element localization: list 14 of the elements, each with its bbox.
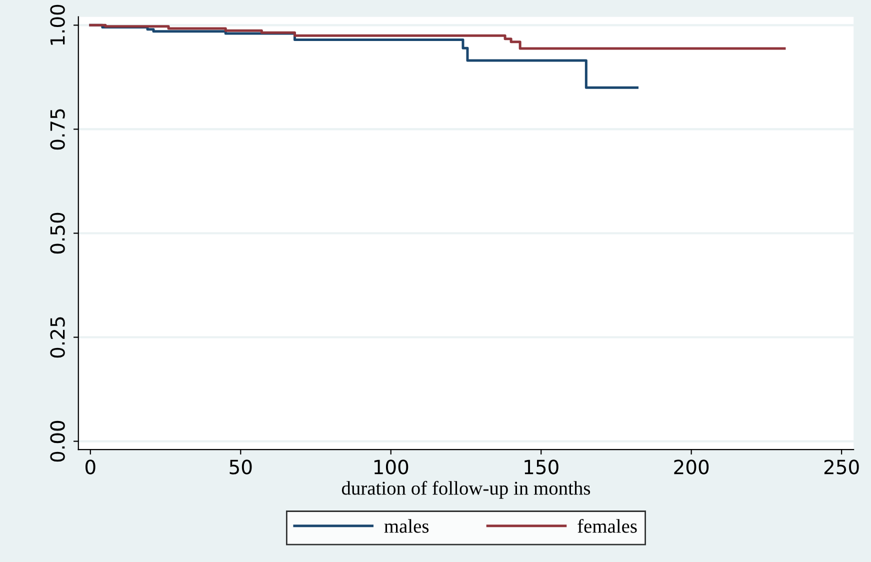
x-tick-label: 200 bbox=[674, 460, 709, 474]
x-tick-label: 0 bbox=[86, 460, 96, 474]
x-tick-label: 100 bbox=[374, 460, 408, 474]
y-tick-label: 1.00 bbox=[50, 4, 65, 45]
y-tick-label: 0.50 bbox=[50, 212, 65, 254]
x-tick-label: 50 bbox=[230, 460, 252, 474]
y-tick-label: 0.25 bbox=[50, 317, 65, 358]
y-tick-label: 0.75 bbox=[50, 109, 65, 150]
x-axis-title: duration of follow-up in months bbox=[342, 480, 590, 499]
y-tick-label: 0.00 bbox=[50, 420, 65, 462]
legend-label: males bbox=[384, 519, 429, 533]
x-tick-label: 250 bbox=[824, 460, 859, 474]
legend-label: females bbox=[578, 518, 637, 533]
x-tick-label: 150 bbox=[524, 460, 558, 474]
